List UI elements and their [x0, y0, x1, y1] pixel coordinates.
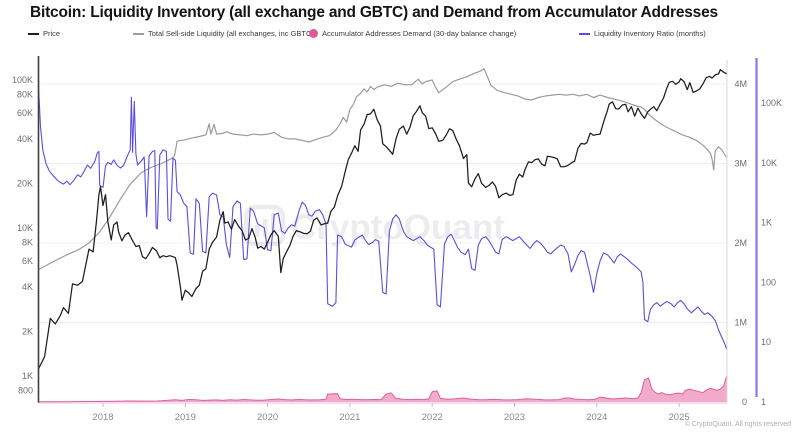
ratio-axis-label: 10	[761, 337, 771, 347]
legend-label: Price	[43, 29, 61, 38]
price-axis-label: 40K	[17, 134, 33, 144]
price-line	[38, 68, 727, 371]
price-axis-label: 10K	[17, 223, 33, 233]
demand-dot-swatch	[309, 29, 318, 38]
liquidity-axis-label: 1M	[734, 318, 747, 328]
svg-text:CryptoQuant: CryptoQuant	[291, 208, 505, 247]
ratio-axis-label: 100K	[761, 98, 782, 108]
price-axis-label: 1K	[22, 371, 33, 381]
copyright-attribution: © CryptoQuant. All rights reserved	[684, 421, 791, 428]
ratio-axis-label: 1K	[761, 218, 772, 228]
legend-item-ratio[interactable]: Liquidity Inventory Ratio (months)	[579, 29, 706, 38]
cryptoquant-watermark: CryptoQuant	[243, 204, 505, 247]
x-tick-label: 2018	[92, 412, 113, 423]
demand-area	[38, 375, 727, 402]
x-tick-label: 2025	[669, 412, 690, 423]
legend-item-price[interactable]: Price	[28, 29, 60, 38]
price-axis-label: 2K	[22, 326, 33, 336]
price-axis-label: 60K	[17, 108, 33, 118]
price-axis-label: 8K	[22, 237, 33, 247]
x-tick-label: 2023	[504, 412, 525, 423]
ratio-axis-label: 1	[761, 397, 766, 407]
demand-line	[38, 375, 727, 403]
legend-label: Total Sell-side Liquidity (all exchanges…	[148, 29, 314, 38]
ratio-axis-label: 10K	[761, 158, 777, 168]
price-axis-label: 6K	[22, 256, 33, 266]
page-title: Bitcoin: Liquidity Inventory (all exchan…	[30, 4, 718, 21]
price-axis-label: 800	[18, 385, 33, 395]
x-tick-label: 2022	[422, 412, 443, 423]
x-tick-label: 2019	[175, 412, 196, 423]
liquidity-axis-label: 4M	[734, 79, 747, 89]
ratio-line-swatch	[579, 32, 590, 35]
ratio-line	[38, 60, 727, 350]
price-axis-label: 4K	[22, 282, 33, 292]
price-line-swatch	[28, 32, 39, 35]
liquidity-axis-label: 2M	[734, 238, 747, 248]
ratio-axis-label: 100	[761, 277, 776, 287]
legend-item-liquidity[interactable]: Total Sell-side Liquidity (all exchanges…	[133, 29, 314, 38]
legend-label: Accumulator Addresses Demand (30-day bal…	[322, 29, 517, 38]
liquidity-axis-label: 3M	[734, 159, 747, 169]
x-tick-label: 2021	[339, 412, 360, 423]
price-axis-label: 80K	[17, 89, 33, 99]
legend-item-demand[interactable]: Accumulator Addresses Demand (30-day bal…	[309, 29, 516, 38]
legend-label: Liquidity Inventory Ratio (months)	[594, 29, 706, 38]
liquidity-line	[38, 68, 727, 271]
liquidity-axis-label: 0	[742, 397, 747, 407]
x-tick-label: 2020	[257, 412, 278, 423]
x-tick-label: 2024	[586, 412, 607, 423]
price-axis-label: 100K	[12, 75, 33, 85]
price-axis-label: 20K	[17, 178, 33, 188]
liquidity-line-swatch	[133, 32, 144, 35]
